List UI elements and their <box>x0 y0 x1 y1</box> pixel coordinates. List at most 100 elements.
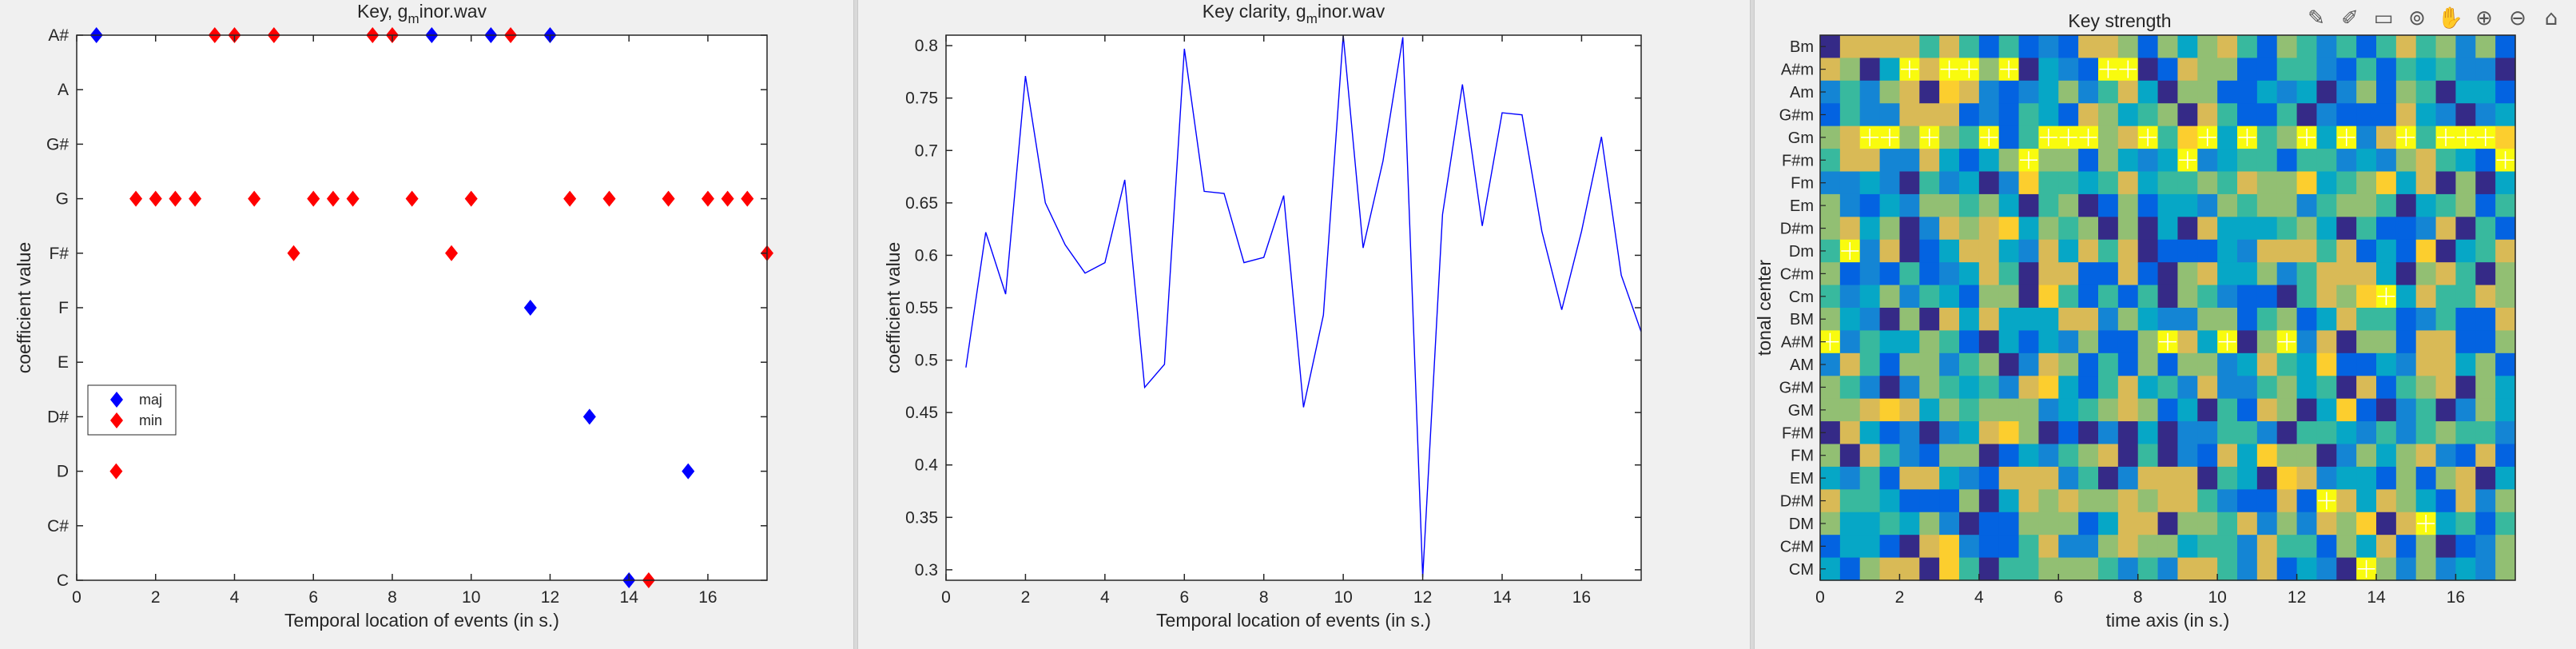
chart-title-subscript: m <box>407 11 419 26</box>
heatmap-cell <box>2395 262 2417 286</box>
data-point-min <box>445 245 459 261</box>
brush-icon[interactable]: ✐ <box>2341 6 2359 30</box>
heatmap-cell <box>2098 285 2119 309</box>
heatmap-cell <box>2018 466 2040 490</box>
panel-divider[interactable] <box>1750 0 1755 649</box>
y-tick-label: 0.35 <box>905 508 938 527</box>
heatmap-cell <box>2455 193 2476 217</box>
heatmap-cell <box>2376 193 2397 217</box>
heatmap-cell <box>1859 557 1881 581</box>
heatmap-cell <box>2098 80 2119 104</box>
heatmap-cell <box>2455 308 2476 332</box>
heatmap-cell <box>1959 557 1980 581</box>
heatmap-cell <box>2157 171 2179 195</box>
max-key-marker <box>2476 128 2495 146</box>
zoom-in-icon[interactable]: ⊕ <box>2475 6 2493 30</box>
heatmap-cell <box>2217 466 2238 490</box>
heatmap-cell <box>2316 444 2337 468</box>
y-tick-label: 0.7 <box>915 141 938 160</box>
rotate-icon[interactable]: ⊚ <box>2408 6 2426 30</box>
data-tips-icon[interactable]: ▭ <box>2373 6 2394 30</box>
heatmap-cell <box>1978 535 2000 559</box>
heatmap-cell <box>2018 103 2040 127</box>
heatmap-cell <box>2157 308 2179 332</box>
y-tick-label: GM <box>1788 402 1814 420</box>
heatmap-cell <box>2395 444 2417 468</box>
y-axis-label: coefficient value <box>883 242 904 374</box>
heatmap-cell <box>2455 239 2476 263</box>
heatmap-cell <box>2395 149 2417 173</box>
heatmap-cell <box>1839 80 1861 104</box>
heatmap-cell <box>2058 239 2079 263</box>
zoom-out-icon[interactable]: ⊖ <box>2509 6 2526 30</box>
heatmap-cell <box>1859 330 1881 354</box>
heatmap-cell <box>2316 125 2337 149</box>
heatmap-cell <box>1839 217 1861 241</box>
heatmap-cell <box>2395 398 2417 422</box>
max-key-marker <box>2059 128 2077 146</box>
edit-plot-icon[interactable]: ✎ <box>2308 6 2325 30</box>
heatmap-cell <box>2237 193 2258 217</box>
heatmap-cell <box>2117 80 2139 104</box>
pan-hand-icon[interactable]: ✋ <box>2437 6 2464 30</box>
y-tick-label: G#m <box>1779 106 1814 124</box>
heatmap-cell <box>1879 58 1901 82</box>
data-point-min <box>129 190 143 207</box>
heatmap-cell <box>1959 466 1980 490</box>
heatmap-cell <box>2098 239 2119 263</box>
x-axis-label: Temporal location of events (in s.) <box>284 610 559 631</box>
heatmap-cell <box>2336 466 2357 490</box>
heatmap-cell <box>2237 352 2258 376</box>
heatmap-cell <box>1859 193 1881 217</box>
panel-divider[interactable] <box>853 0 858 649</box>
heatmap-cell <box>2475 217 2496 241</box>
heatmap-cell <box>1959 35 1980 59</box>
heatmap-cell <box>1998 285 2020 309</box>
heatmap-cell <box>2276 103 2298 127</box>
heatmap-cell <box>2018 535 2040 559</box>
heatmap-cell <box>2217 80 2238 104</box>
heatmap-cell <box>1879 239 1901 263</box>
heatmap-cell <box>2316 557 2337 581</box>
heatmap-cell <box>2018 330 2040 354</box>
heatmap-cell <box>1879 262 1901 286</box>
heatmap-cell <box>2098 535 2119 559</box>
heatmap-cell <box>2415 58 2437 82</box>
heatmap-cell <box>2078 444 2099 468</box>
heatmap-cell <box>1978 376 2000 400</box>
heatmap-cell <box>2376 262 2397 286</box>
heatmap-cell <box>2058 35 2079 59</box>
heatmap-cell <box>2495 80 2516 104</box>
data-point-min <box>721 190 734 207</box>
heatmap-cell <box>2098 444 2119 468</box>
heatmap-cell <box>2197 466 2218 490</box>
y-tick-label: C <box>57 571 69 590</box>
heatmap-cell <box>2157 239 2179 263</box>
heatmap-cell <box>1859 262 1881 286</box>
heatmap-cell <box>2157 466 2179 490</box>
heatmap-cell <box>1919 489 1940 513</box>
heatmap-cell <box>1959 512 1980 536</box>
heatmap-cell <box>2217 239 2238 263</box>
heatmap-cell <box>2276 352 2298 376</box>
y-tick-label: 0.8 <box>915 37 938 55</box>
x-tick-label: 10 <box>2208 588 2226 607</box>
heatmap-cell <box>1919 239 1940 263</box>
heatmap-cell <box>1998 308 2020 332</box>
heatmap-cell <box>2475 308 2496 332</box>
heatmap-cell <box>2356 58 2377 82</box>
heatmap-cell <box>2237 308 2258 332</box>
heatmap-cell <box>2316 352 2337 376</box>
home-icon[interactable]: ⌂ <box>2544 6 2558 30</box>
heatmap-cell <box>2376 444 2397 468</box>
heatmap-cell <box>2435 489 2457 513</box>
heatmap-cell <box>1919 80 1940 104</box>
heatmap-cell <box>1899 171 1920 195</box>
heatmap-cell <box>2316 376 2337 400</box>
heatmap-cell <box>2137 444 2159 468</box>
heatmap-cell <box>2455 35 2476 59</box>
heatmap-cell <box>2415 262 2437 286</box>
heatmap-cell <box>2177 444 2198 468</box>
heatmap-cell <box>2435 58 2457 82</box>
heatmap-cell <box>2455 557 2476 581</box>
